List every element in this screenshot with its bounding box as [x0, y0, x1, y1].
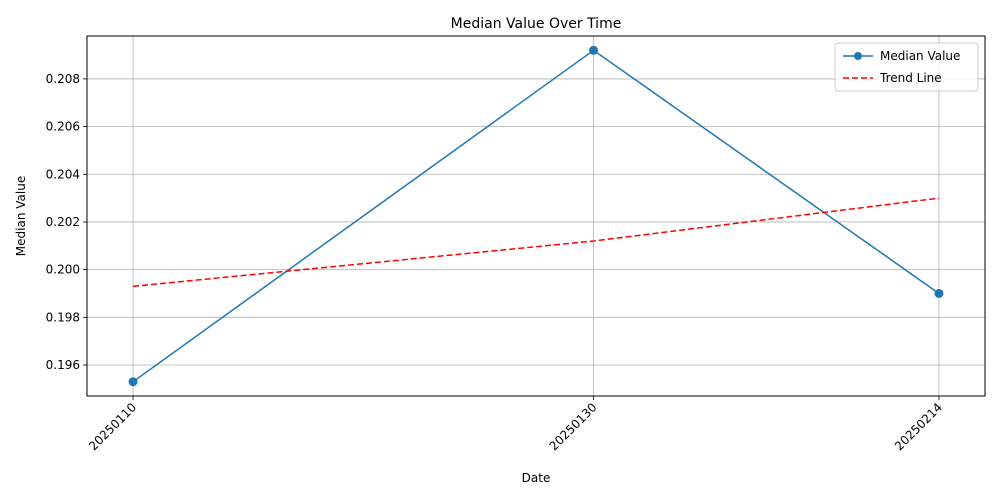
chart-title: Median Value Over Time	[451, 16, 622, 32]
y-tick-label: 0.202	[46, 215, 80, 229]
x-axis-title: Date	[522, 471, 551, 485]
y-tick-label: 0.198	[46, 310, 80, 324]
legend-marker-median-value	[854, 52, 862, 60]
series-group	[128, 45, 944, 387]
y-tick-label: 0.206	[46, 120, 80, 134]
median-value-point	[128, 377, 138, 387]
legend-box	[834, 42, 979, 92]
legend: Median Value Trend Line	[834, 42, 979, 92]
median-value-point	[589, 45, 599, 55]
y-tick-label: 0.204	[46, 167, 80, 181]
trend-line-line	[132, 197, 940, 288]
legend-label-median-value: Median Value	[880, 49, 960, 63]
legend-label-trend-line: Trend Line	[879, 71, 942, 85]
y-tick-label: 0.200	[46, 263, 80, 277]
y-tick-label: 0.208	[46, 72, 80, 86]
plot-area-frame	[86, 35, 986, 397]
y-tick-label: 0.196	[46, 358, 80, 372]
median-value-point	[934, 288, 944, 298]
legend-entries: Median Value Trend Line	[843, 49, 960, 85]
y-axis-title: Median Value	[14, 176, 28, 256]
